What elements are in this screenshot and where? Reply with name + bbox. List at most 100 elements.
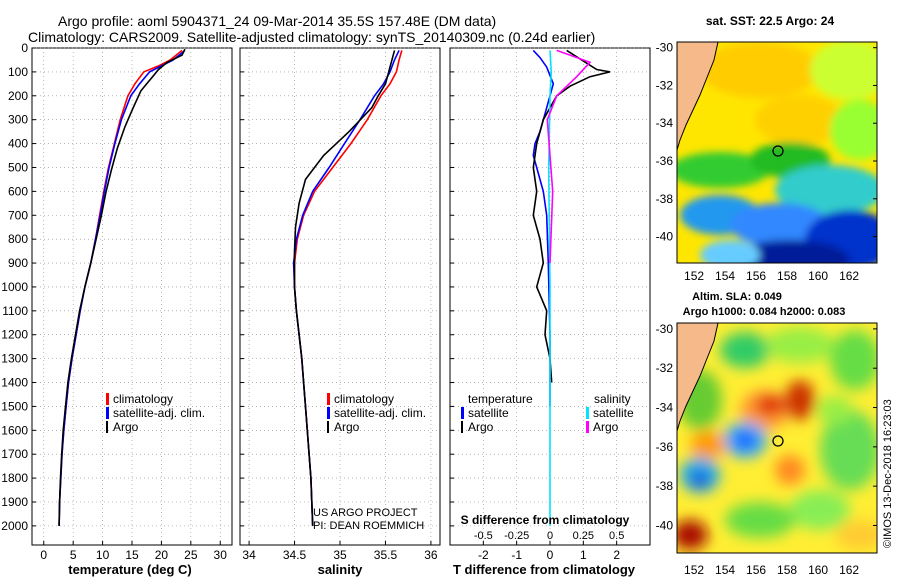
ytick-label: 400 bbox=[8, 137, 28, 151]
s-tick-label: 0.5 bbox=[609, 530, 624, 542]
lon-label: 152 bbox=[684, 269, 704, 283]
salinity-legend: climatology satellite-adj. clim. Argo bbox=[327, 392, 426, 434]
sla-map-frame bbox=[676, 322, 878, 554]
s-tick-label: -0.25 bbox=[504, 530, 529, 542]
ytick-label: 1700 bbox=[1, 447, 28, 461]
lon-label: 158 bbox=[777, 563, 797, 577]
lat-label: -32 bbox=[656, 78, 674, 92]
legend-title-salinity: salinity bbox=[594, 392, 631, 406]
legend-marker-climatology bbox=[106, 393, 109, 405]
xtick-label: 15 bbox=[125, 548, 139, 562]
legend-label: Argo bbox=[593, 420, 619, 434]
profile-lines bbox=[58, 48, 611, 526]
legend-label: Argo bbox=[468, 420, 494, 434]
temperature-legend: climatology satellite-adj. clim. Argo bbox=[106, 392, 205, 434]
ytick-label: 900 bbox=[8, 256, 28, 270]
ytick-label: 100 bbox=[8, 65, 28, 79]
temperature-xlabel: temperature (deg C) bbox=[68, 562, 192, 577]
lon-label: 152 bbox=[684, 563, 704, 577]
legend-label: satellite bbox=[468, 406, 509, 420]
legend-label: Argo bbox=[334, 420, 360, 434]
series-line bbox=[293, 50, 396, 526]
lat-label: -38 bbox=[656, 192, 674, 206]
ytick-label: 700 bbox=[8, 208, 28, 222]
xtick-label: 20 bbox=[155, 548, 169, 562]
credit-pi: PI: DEAN ROEMMICH bbox=[313, 520, 424, 532]
s-tick-label: 0 bbox=[547, 530, 553, 542]
xtick-label: 10 bbox=[96, 548, 110, 562]
xtick-label: 35 bbox=[333, 548, 347, 562]
coastline-land bbox=[677, 42, 719, 151]
xtick-label: 30 bbox=[214, 548, 228, 562]
legend-marker-t-satellite bbox=[461, 407, 464, 419]
lon-label: 154 bbox=[715, 563, 735, 577]
s-difference-xlabel: S difference from climatology bbox=[461, 513, 630, 527]
legend-label: satellite-adj. clim. bbox=[334, 406, 426, 420]
ytick-label: 1200 bbox=[1, 328, 28, 342]
sst-lat-axis: -30 -32 -34 -36 -38 -40 bbox=[656, 41, 877, 244]
ytick-label: 1000 bbox=[1, 280, 28, 294]
lon-label: 156 bbox=[746, 563, 766, 577]
argo-float-marker bbox=[772, 145, 784, 157]
sla-map bbox=[677, 323, 877, 553]
legend-title-temperature: temperature bbox=[468, 392, 533, 406]
ytick-label: 2000 bbox=[1, 519, 28, 533]
series-line bbox=[58, 49, 186, 526]
lon-label: 158 bbox=[777, 269, 797, 283]
lat-label: -30 bbox=[656, 41, 674, 55]
ytick-label: 500 bbox=[8, 160, 28, 174]
sla-lat-axis: -30 -32 -34 -36 -38 -40 bbox=[656, 322, 877, 532]
series-line bbox=[532, 49, 555, 407]
sst-map-title: sat. SST: 22.5 Argo: 24 bbox=[706, 14, 835, 28]
xtick-label: 25 bbox=[184, 548, 198, 562]
s-tick-label: -0.5 bbox=[474, 530, 493, 542]
sla-patches bbox=[677, 327, 877, 550]
xtick-label: 36 bbox=[424, 548, 438, 562]
ytick-label: 1500 bbox=[1, 399, 28, 413]
legend-marker-s-satellite bbox=[586, 407, 589, 419]
legend-marker-argo bbox=[106, 421, 108, 433]
credit-project: US ARGO PROJECT bbox=[313, 507, 418, 519]
legend-label: Argo bbox=[113, 420, 139, 434]
ytick-label: 600 bbox=[8, 184, 28, 198]
lat-label: -34 bbox=[656, 116, 674, 130]
ytick-label: 1400 bbox=[1, 376, 28, 390]
legend-marker-s-argo bbox=[586, 421, 589, 433]
lon-label: 156 bbox=[746, 269, 766, 283]
difference-legend: temperature satellite Argo salinity sate… bbox=[461, 392, 634, 434]
xtick-label: 0 bbox=[547, 548, 554, 562]
series-line bbox=[547, 50, 553, 526]
lat-label: -32 bbox=[656, 361, 674, 375]
sst-map-frame bbox=[676, 41, 878, 264]
xtick-label: 34.5 bbox=[283, 548, 307, 562]
xtick-label: 5 bbox=[70, 548, 77, 562]
sla-map-subtitle: Argo h1000: 0.084 h2000: 0.083 bbox=[683, 306, 846, 318]
legend-label: climatology bbox=[113, 392, 173, 406]
legend-label: climatology bbox=[334, 392, 394, 406]
lat-label: -40 bbox=[656, 518, 674, 532]
lat-label: -40 bbox=[656, 230, 674, 244]
ytick-label: 0 bbox=[21, 41, 28, 55]
depth-axis: 0 100 200 300 400 500 600 700 800 900 1000 1100 1200… bbox=[1, 41, 454, 533]
sla-map-title: Altim. SLA: 0.049 bbox=[692, 291, 782, 303]
lat-label: -36 bbox=[656, 154, 674, 168]
ytick-label: 200 bbox=[8, 89, 28, 103]
legend-marker-t-argo bbox=[461, 421, 463, 433]
lon-label: 160 bbox=[808, 269, 828, 283]
sst-map bbox=[677, 42, 877, 263]
legend-label: satellite bbox=[593, 406, 634, 420]
title-line-2: Climatology: CARS2009. Satellite-adjuste… bbox=[28, 29, 595, 45]
ytick-label: 1800 bbox=[1, 471, 28, 485]
ytick-label: 1600 bbox=[1, 423, 28, 437]
ytick-label: 1100 bbox=[2, 304, 28, 318]
ytick-label: 1900 bbox=[1, 495, 28, 509]
xtick-label: 34 bbox=[242, 548, 256, 562]
sst-patches bbox=[677, 42, 877, 263]
sst-lon-axis: 152 154 156 158 160 162 bbox=[684, 269, 859, 283]
lat-label: -34 bbox=[656, 401, 674, 415]
xtick-label: -1 bbox=[511, 548, 522, 562]
imos-credit: ©IMOS 13-Dec-2018 16:23:03 bbox=[882, 399, 894, 548]
argo-float-marker bbox=[772, 435, 784, 447]
ytick-label: 300 bbox=[8, 113, 28, 127]
